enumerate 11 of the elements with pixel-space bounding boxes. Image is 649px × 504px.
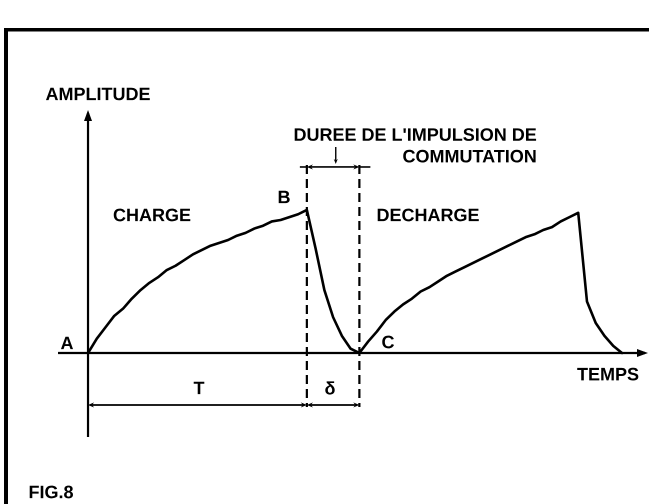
annotation: CHARGE [114,208,190,222]
text: B [278,190,290,204]
annotation: DECHARGE [378,208,479,222]
text: δ [325,381,335,395]
text: AMPLITUDE [46,88,150,100]
caption: FIG.8 [30,486,73,498]
text: DUREE DE L'IMPULSION DE COMMUTATION [294,128,536,163]
text: T [194,382,204,394]
text: A [60,336,74,350]
annotation: C [382,336,394,348]
x-axis-title: TEMPS [577,368,638,380]
